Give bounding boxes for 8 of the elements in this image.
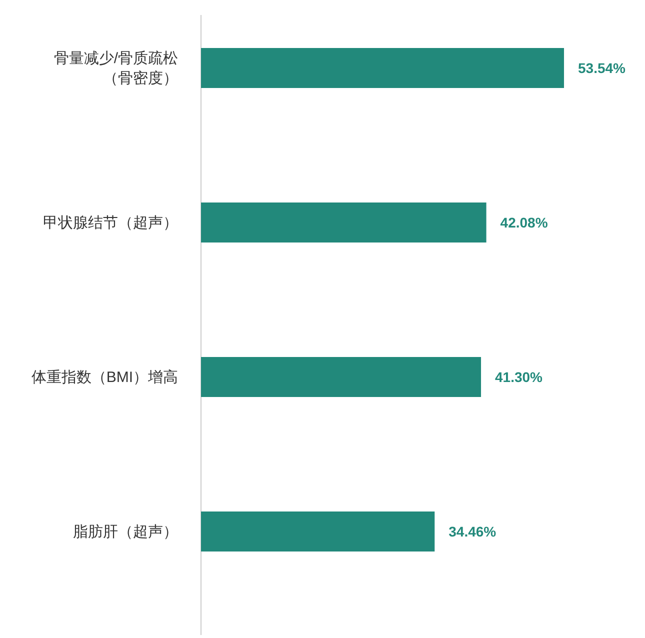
y-tick-label: 体重指数（BMI）增高: [31, 369, 178, 386]
y-tick-label: 骨量减少/骨质疏松（骨密度）: [54, 50, 178, 87]
y-tick-label: 甲状腺结节（超声）: [43, 214, 178, 232]
data-label: 41.30%: [495, 369, 544, 385]
y-tick-label: 脂肪肝（超声）: [73, 524, 178, 540]
data-label: 34.46%: [448, 524, 497, 540]
data-label: 53.54%: [578, 60, 626, 76]
data-label: 42.08%: [500, 214, 548, 230]
